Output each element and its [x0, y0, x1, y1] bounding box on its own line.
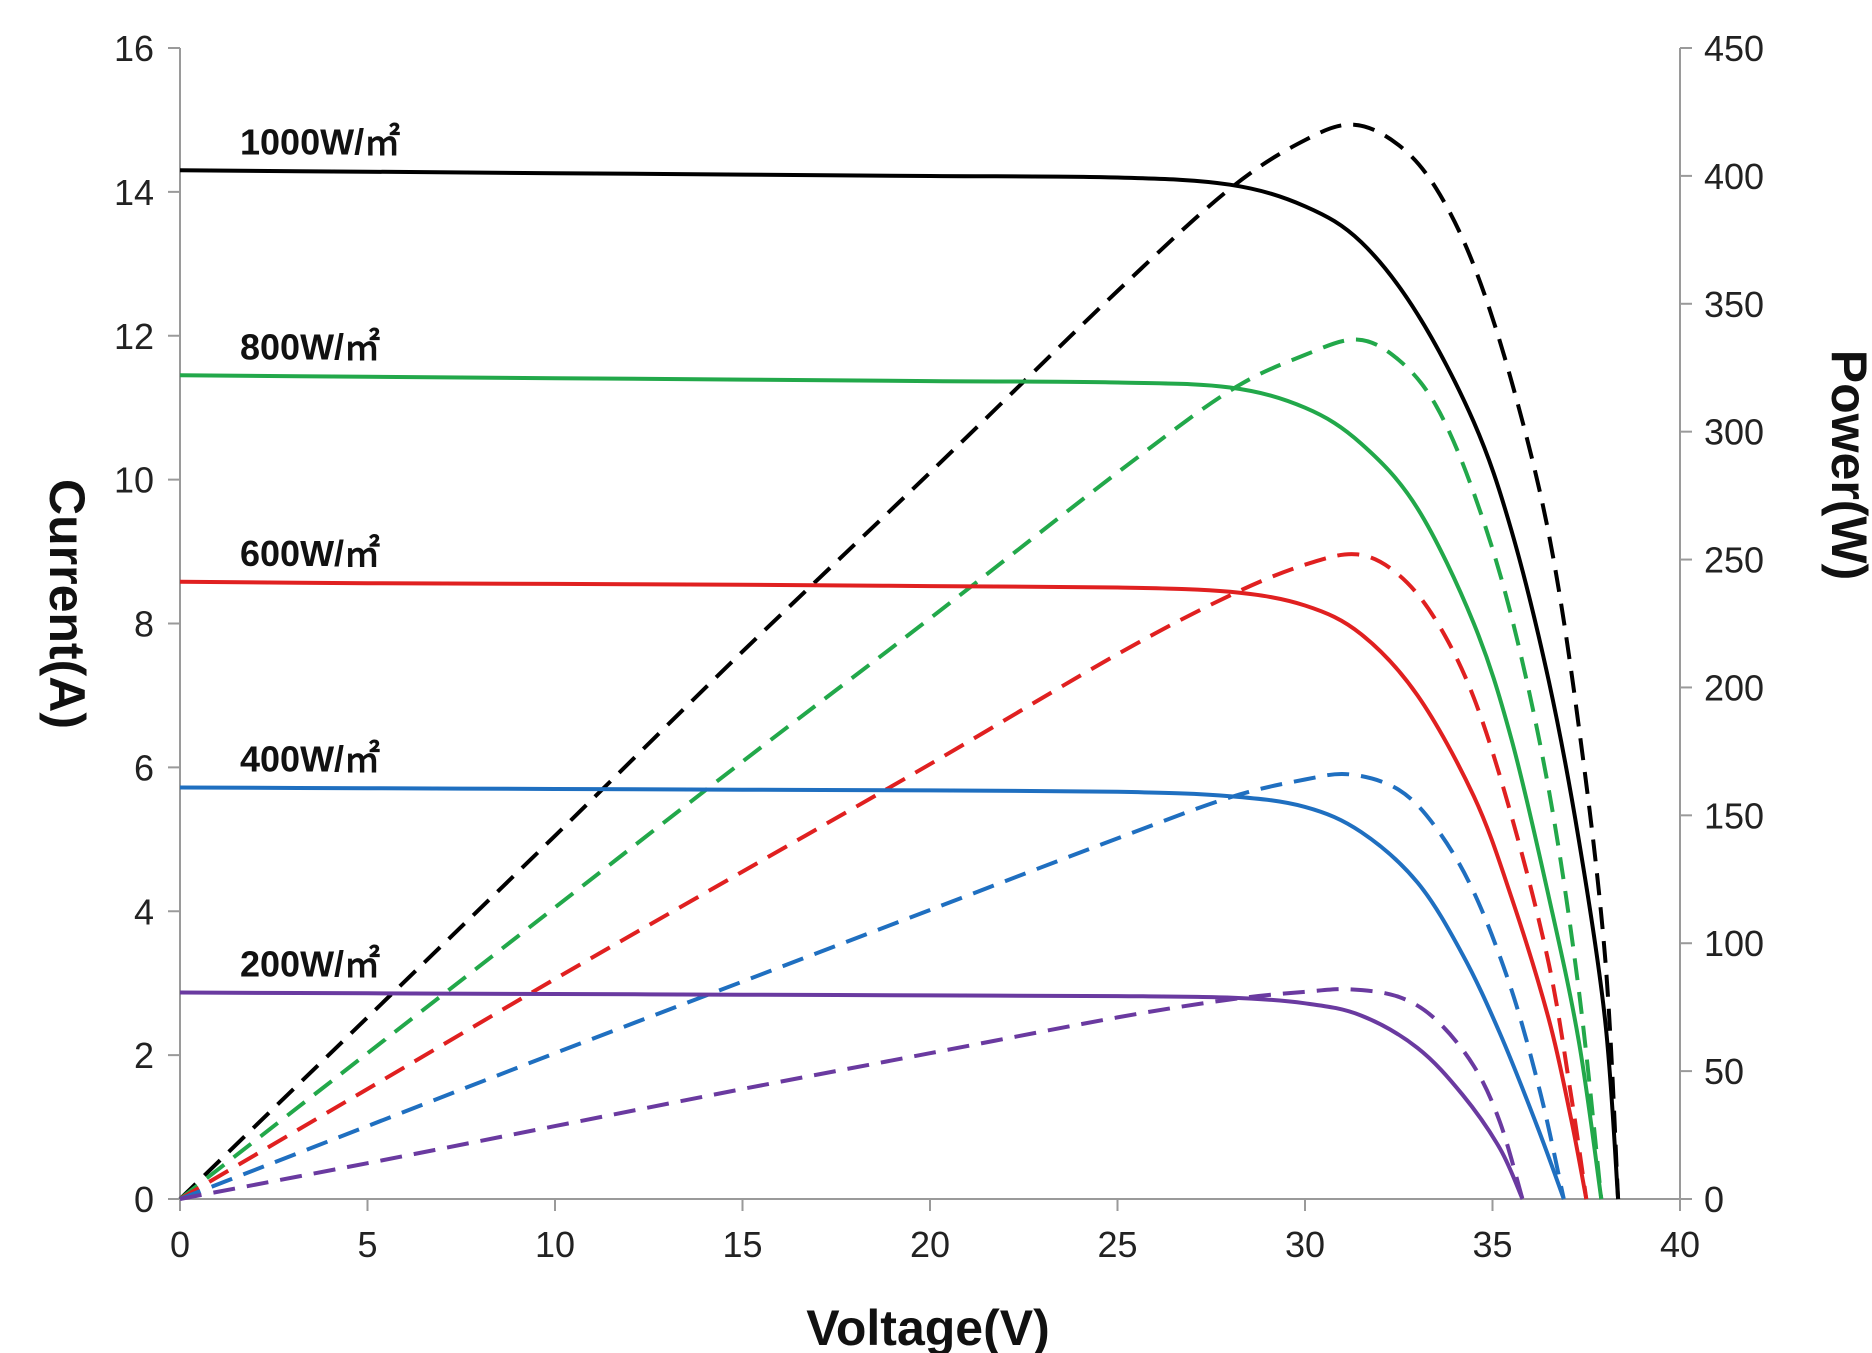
curve-label-400: 400W/㎡ — [240, 739, 380, 780]
y-axis-title: Current(A) — [39, 479, 95, 729]
x-tick-label: 25 — [1097, 1224, 1137, 1265]
y-tick-label: 6 — [134, 747, 154, 788]
current-curve-600 — [179, 579, 1589, 1200]
current-curve-400 — [179, 785, 1566, 1200]
x-tick-label: 40 — [1660, 1224, 1700, 1265]
y-tick-label: 16 — [114, 28, 154, 69]
y-tick-label: 8 — [134, 604, 154, 645]
axes: 0 5 10 15 20 25 30 35 40024681012141605010015020… — [114, 28, 1764, 1265]
y2-axis-title: Power(W) — [1821, 350, 1872, 581]
y2-tick-label: 400 — [1704, 156, 1764, 197]
curve-labels: 1000W/㎡ 800W/㎡ 600W/㎡ 400W/㎡ 200W/㎡ — [240, 121, 400, 984]
x-tick-label: 15 — [722, 1224, 762, 1265]
y2-tick-label: 200 — [1704, 667, 1764, 708]
y2-tick-label: 100 — [1704, 923, 1764, 964]
y2-tick-label: 300 — [1704, 412, 1764, 453]
y2-tick-label: 350 — [1704, 284, 1764, 325]
power-curve-600 — [178, 552, 1589, 1201]
curve-label-600: 600W/㎡ — [240, 533, 380, 574]
power-curve-400 — [179, 771, 1566, 1201]
x-tick-label: 20 — [910, 1224, 950, 1265]
x-tick-label: 30 — [1285, 1224, 1325, 1265]
power-curve-200 — [179, 987, 1525, 1201]
power-curve-800 — [178, 337, 1604, 1201]
y2-tick-label: 250 — [1704, 540, 1764, 581]
x-tick-label: 5 — [357, 1224, 377, 1265]
y2-tick-label: 50 — [1704, 1051, 1744, 1092]
current-curve-800 — [179, 373, 1604, 1200]
power-curve-1000 — [178, 122, 1621, 1201]
y-tick-label: 14 — [114, 172, 154, 213]
curve-label-800: 800W/㎡ — [240, 326, 380, 367]
x-tick-label: 10 — [535, 1224, 575, 1265]
y-tick-label: 4 — [134, 891, 154, 932]
curve-label-1000: 1000W/㎡ — [240, 121, 400, 162]
y2-tick-label: 450 — [1704, 28, 1764, 69]
curve-label-200: 200W/㎡ — [240, 944, 380, 985]
series-lines — [178, 122, 1621, 1201]
y-tick-label: 2 — [134, 1035, 154, 1076]
y2-tick-label: 150 — [1704, 795, 1764, 836]
y-tick-label: 10 — [114, 460, 154, 501]
x-tick-label: 0 — [170, 1224, 190, 1265]
current-curve-200 — [179, 990, 1525, 1200]
y-tick-label: 0 — [134, 1179, 154, 1220]
x-tick-label: 35 — [1472, 1224, 1512, 1265]
y-tick-label: 12 — [114, 316, 154, 357]
x-axis-title: Voltage(V) — [806, 1300, 1050, 1353]
current-curve-1000 — [179, 168, 1621, 1200]
y2-tick-label: 0 — [1704, 1179, 1724, 1220]
